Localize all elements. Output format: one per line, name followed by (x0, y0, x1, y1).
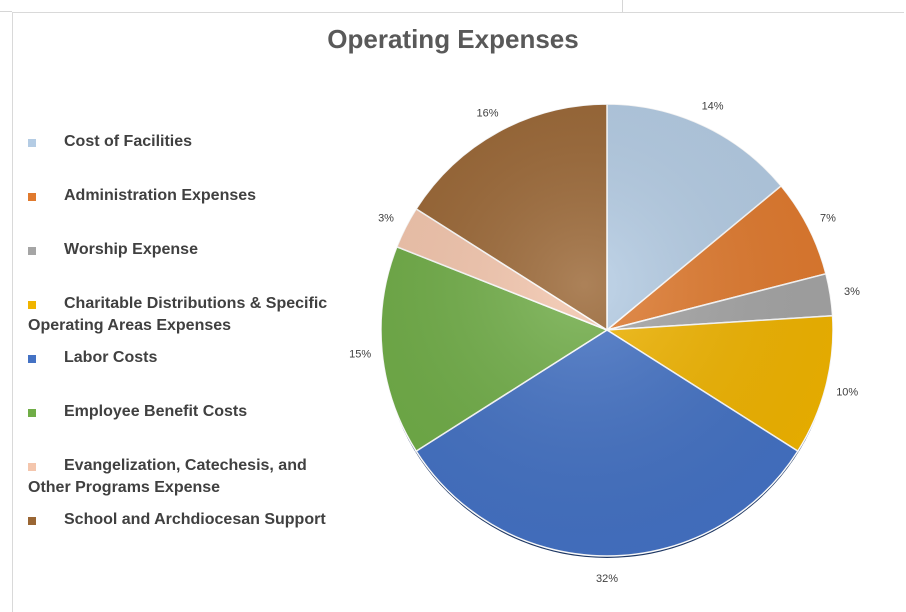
legend-item-evangelization: Evangelization, Catechesis, and Other Pr… (28, 455, 328, 499)
legend-swatch (28, 139, 36, 147)
legend-item-administration-expenses: Administration Expenses (28, 185, 328, 207)
legend-label: Employee Benefit Costs (64, 403, 248, 420)
legend-item-employee-benefit-costs: Employee Benefit Costs (28, 401, 328, 423)
legend-swatch (28, 409, 36, 417)
legend-item-cost-of-facilities: Cost of Facilities (28, 131, 328, 153)
legend-label: Charitable Distributions & Specific Oper… (28, 295, 328, 334)
data-label: 3% (844, 286, 860, 298)
legend-item-labor-costs: Labor Costs (28, 347, 328, 369)
legend-label: Labor Costs (64, 349, 158, 366)
legend-label: Administration Expenses (64, 187, 257, 204)
chart-title: Operating Expenses (327, 24, 579, 54)
data-label: 10% (836, 387, 858, 399)
data-label: 14% (702, 101, 724, 113)
data-label: 15% (349, 348, 371, 360)
legend-label: Worship Expense (64, 241, 198, 258)
legend-item-worship-expense: Worship Expense (28, 239, 328, 261)
legend-item-school-archdiocesan-support: School and Archdiocesan Support (28, 509, 328, 531)
data-label: 3% (378, 212, 394, 224)
legend-swatch (28, 355, 36, 363)
sheet-gridline (622, 0, 623, 12)
legend-swatch (28, 463, 36, 471)
legend-swatch (28, 517, 36, 525)
data-label: 7% (820, 212, 836, 224)
legend-label: School and Archdiocesan Support (64, 511, 326, 528)
legend-swatch (28, 247, 36, 255)
data-label: 16% (477, 108, 499, 120)
legend-label: Cost of Facilities (64, 133, 193, 150)
legend-swatch (28, 301, 36, 309)
legend-label: Evangelization, Catechesis, and Other Pr… (28, 457, 307, 496)
legend-swatch (28, 193, 36, 201)
data-label: 32% (596, 573, 618, 585)
legend-item-charitable-distributions: Charitable Distributions & Specific Oper… (28, 293, 328, 337)
sheet-gridline (0, 11, 12, 12)
